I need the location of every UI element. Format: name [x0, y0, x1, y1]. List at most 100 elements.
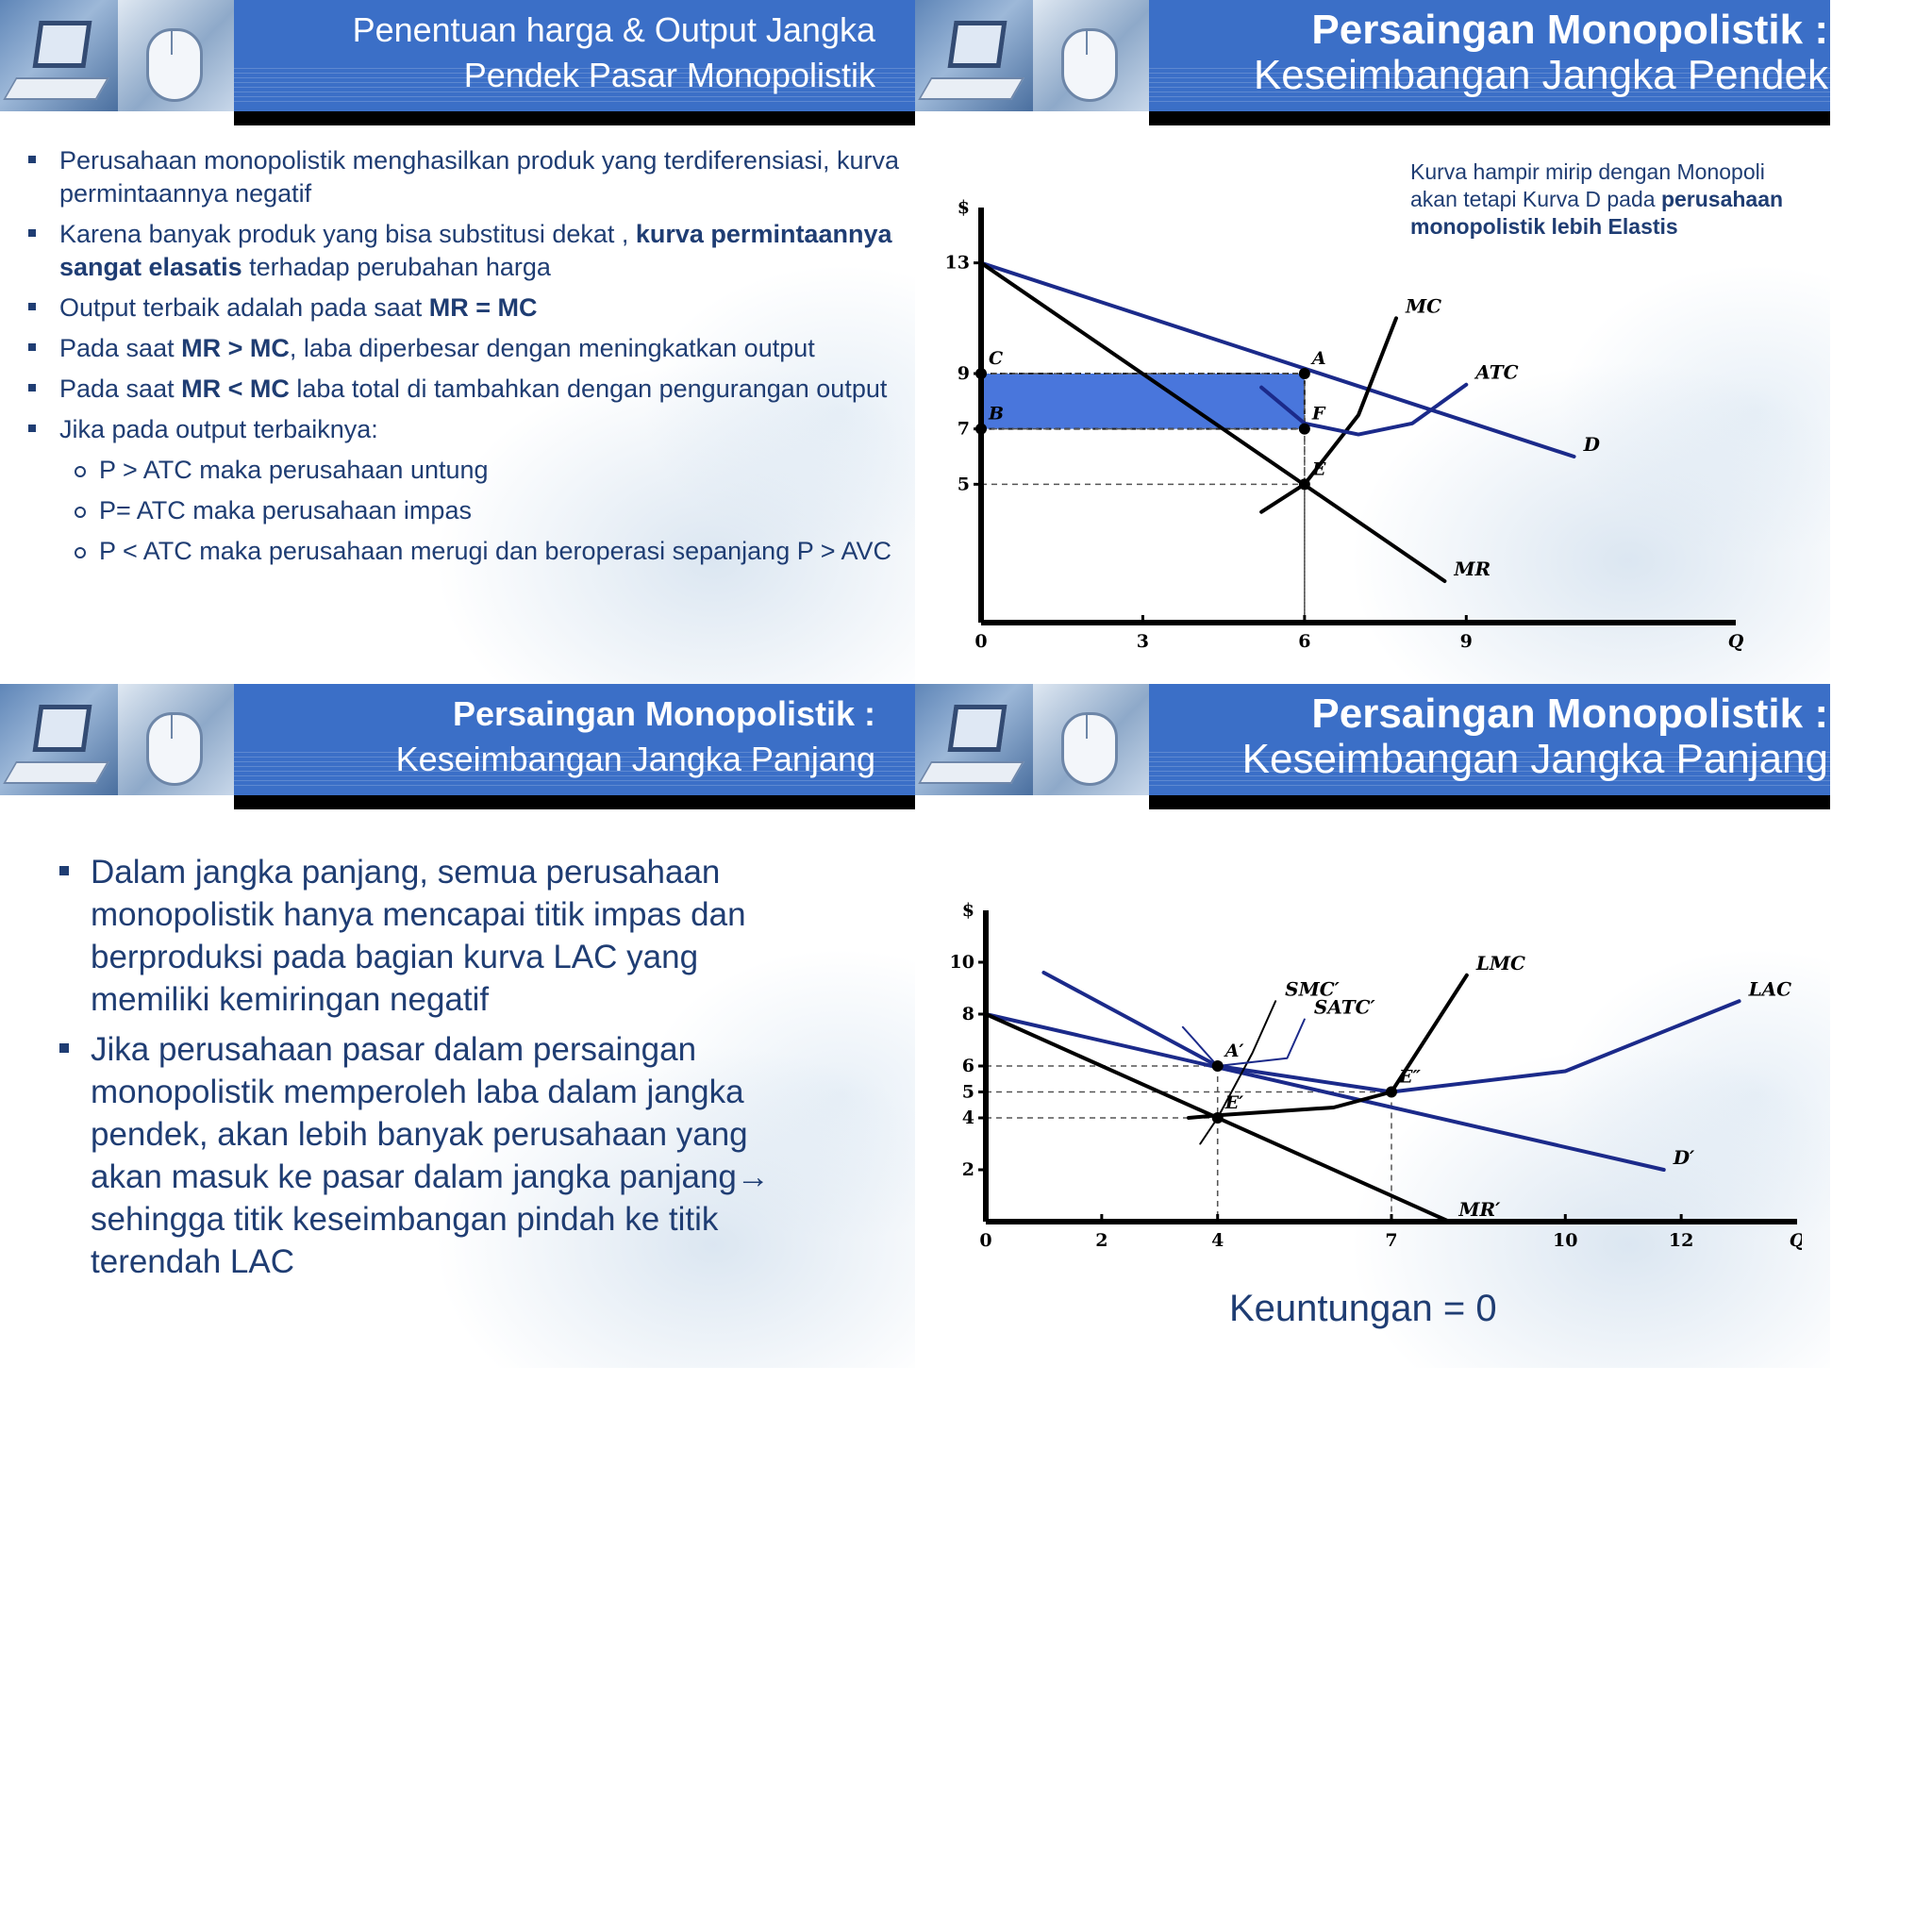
- point-e: [1298, 478, 1310, 491]
- monitor-icon: [32, 21, 92, 68]
- title-underline: [1149, 111, 1830, 125]
- bullet-text: laba total di tambahkan dengan pengurang…: [289, 375, 888, 403]
- bullet-text: Jika perusahaan pasar dalam persaingan m…: [91, 1031, 770, 1280]
- bullet-square-icon: [28, 384, 36, 391]
- point-label-e: E: [1311, 458, 1326, 479]
- x-tick-label: 3: [1137, 631, 1149, 652]
- x-axis-label: Q: [1790, 1230, 1802, 1251]
- title-bar-stripes: [1149, 68, 1830, 106]
- bullet-text: , laba diperbesar dengan meningkatkan ou…: [289, 334, 815, 362]
- mouse-cord: [1086, 712, 1088, 739]
- point-label-f: F: [1311, 404, 1326, 425]
- bullet-text: Karena banyak produk yang bisa substitus…: [59, 220, 636, 248]
- points-layer: A′ E′ E″: [1211, 1041, 1421, 1124]
- title-bar: Penentuan harga & Output Jangka Pendek P…: [234, 0, 915, 111]
- point-label-a-prime: A′: [1224, 1041, 1244, 1061]
- y-tick-label: 6: [962, 1056, 974, 1076]
- y-tick-label: 10: [950, 952, 974, 973]
- bullet-item: Pada saat MR < MC laba total di tambahka…: [28, 373, 899, 406]
- bullet-square-icon: [28, 425, 36, 432]
- title-line-1: Persaingan Monopolistik :: [1254, 8, 1828, 53]
- title-line-1-text: Persaingan Monopolistik :: [1311, 691, 1828, 737]
- curve-satc-prime: [1181, 1018, 1306, 1067]
- title-bar-stripes: [234, 752, 915, 790]
- chart-annotation: Kurva hampir mirip dengan Monopoli akan …: [1410, 158, 1788, 241]
- curve-label-d-prime: D′: [1673, 1146, 1695, 1169]
- title-line-2: Keseimbangan Jangka Panjang: [395, 740, 875, 778]
- curve-d: [979, 260, 1576, 458]
- bullet-square-icon: [28, 156, 36, 163]
- x-tick-label: 0: [974, 631, 987, 652]
- x-axis-label: Q: [1728, 631, 1744, 652]
- bullet-emphasis: MR = MC: [428, 293, 538, 322]
- curve-label-lmc: LMC: [1475, 952, 1525, 974]
- bullet-text: terhadap perubahan harga: [242, 253, 551, 281]
- point-b: [975, 423, 987, 435]
- sub-bullet-item: P < ATC maka perusahaan merugi dan berop…: [75, 535, 899, 568]
- slide-long-run-text: Persaingan Monopolistik : Keseimbangan J…: [0, 684, 915, 1368]
- mouse-icon: [1061, 28, 1118, 102]
- slide-title: Persaingan Monopolistik : Keseimbangan J…: [396, 691, 875, 782]
- point-f: [1298, 423, 1310, 435]
- title-bar-stripes: [234, 68, 915, 106]
- curve-d-prime: [984, 1012, 1666, 1172]
- annotation-text: Kurva hampir mirip dengan Monopoli akan …: [1410, 159, 1765, 211]
- title-line-2: Pendek Pasar Monopolistik: [463, 56, 875, 94]
- laptop-image: [0, 0, 118, 111]
- point-e-prime: [1211, 1112, 1224, 1124]
- slide-header: Persaingan Monopolistik : Keseimbangan J…: [0, 684, 915, 811]
- bullet-text: Perusahaan monopolistik menghasilkan pro…: [59, 146, 899, 208]
- bullet-list: Dalam jangka panjang, semua perusahaan m…: [59, 851, 826, 1291]
- curve-atc: [1259, 382, 1469, 437]
- mouse-cord: [171, 28, 173, 55]
- curves-layer: D′ MR′ LAC LMC SMC′SATC′: [984, 952, 1791, 1224]
- x-tick-label: 12: [1669, 1230, 1693, 1251]
- curve-label-mr: MR: [1453, 558, 1491, 580]
- keyboard-icon: [918, 77, 1024, 100]
- mouse-cord: [1086, 28, 1088, 55]
- bullet-text: Jika pada output terbaiknya:: [59, 415, 378, 443]
- title-bar: Persaingan Monopolistik : Keseimbangan J…: [1149, 0, 1830, 111]
- bullet-emphasis: MR < MC: [181, 375, 290, 403]
- curve-label-mr-prime: MR′: [1457, 1198, 1501, 1221]
- title-underline: [234, 795, 915, 809]
- curves-layer: D MR MC ATC: [979, 260, 1601, 583]
- monitor-icon: [32, 705, 92, 752]
- title-line-1: Persaingan Monopolistik :: [396, 691, 875, 737]
- bullet-circle-icon: [75, 507, 86, 518]
- short-run-equilibrium-chart: D MR MC ATC 0 3 6 9 Q 13 9 7 5 $ A F E C B: [945, 197, 1744, 652]
- bullet-item: Output terbaik adalah pada saat MR = MC: [28, 291, 899, 325]
- bullet-text: Output terbaik adalah pada saat: [59, 293, 429, 322]
- curve-smc-prime: [1199, 1000, 1277, 1145]
- bullet-square-icon: [59, 1043, 69, 1053]
- bullet-item: Pada saat MR > MC, laba diperbesar denga…: [28, 332, 899, 365]
- bullet-circle-icon: [75, 466, 86, 477]
- bullet-list: Perusahaan monopolistik menghasilkan pro…: [28, 144, 899, 575]
- point-e-dprime: [1386, 1086, 1397, 1098]
- bullet-text: Pada saat: [59, 375, 182, 403]
- point-label-b: B: [988, 404, 1004, 425]
- point-a-prime: [1211, 1060, 1224, 1072]
- bullet-circle-icon: [75, 547, 86, 558]
- curve-label-atc: ATC: [1474, 361, 1518, 384]
- slide-title: Persaingan Monopolistik : Keseimbangan J…: [1254, 8, 1828, 98]
- sub-bullet-text: P < ATC maka perusahaan merugi dan berop…: [99, 537, 892, 565]
- mouse-icon: [146, 28, 203, 102]
- bullet-item: Dalam jangka panjang, semua perusahaan m…: [59, 851, 826, 1021]
- mouse-cord: [171, 712, 173, 739]
- title-underline: [234, 111, 915, 125]
- bullet-item: Perusahaan monopolistik menghasilkan pro…: [28, 144, 899, 210]
- x-tick-label: 10: [1553, 1230, 1577, 1251]
- mouse-image: [118, 0, 236, 111]
- profit-area-layer: [980, 373, 1306, 430]
- title-line-2: Keseimbangan Jangka Pendek: [1253, 52, 1828, 98]
- sub-bullet-text: P= ATC maka perusahaan impas: [99, 496, 472, 525]
- laptop-image: [0, 684, 118, 795]
- slide-title: Penentuan harga & Output Jangka Pendek P…: [353, 8, 875, 98]
- slide-header: Persaingan Monopolistik : Keseimbangan J…: [915, 684, 1830, 811]
- mouse-image: [1033, 0, 1151, 111]
- long-run-equilibrium-chart: D′ MR′ LAC LMC SMC′SATC′ 0 2 4 7 10 12 Q 10 8 6 5 4 2 $ A…: [950, 901, 1802, 1251]
- curve-mc: [1259, 316, 1398, 514]
- bullet-emphasis: MR > MC: [181, 334, 290, 362]
- bullet-square-icon: [28, 303, 36, 310]
